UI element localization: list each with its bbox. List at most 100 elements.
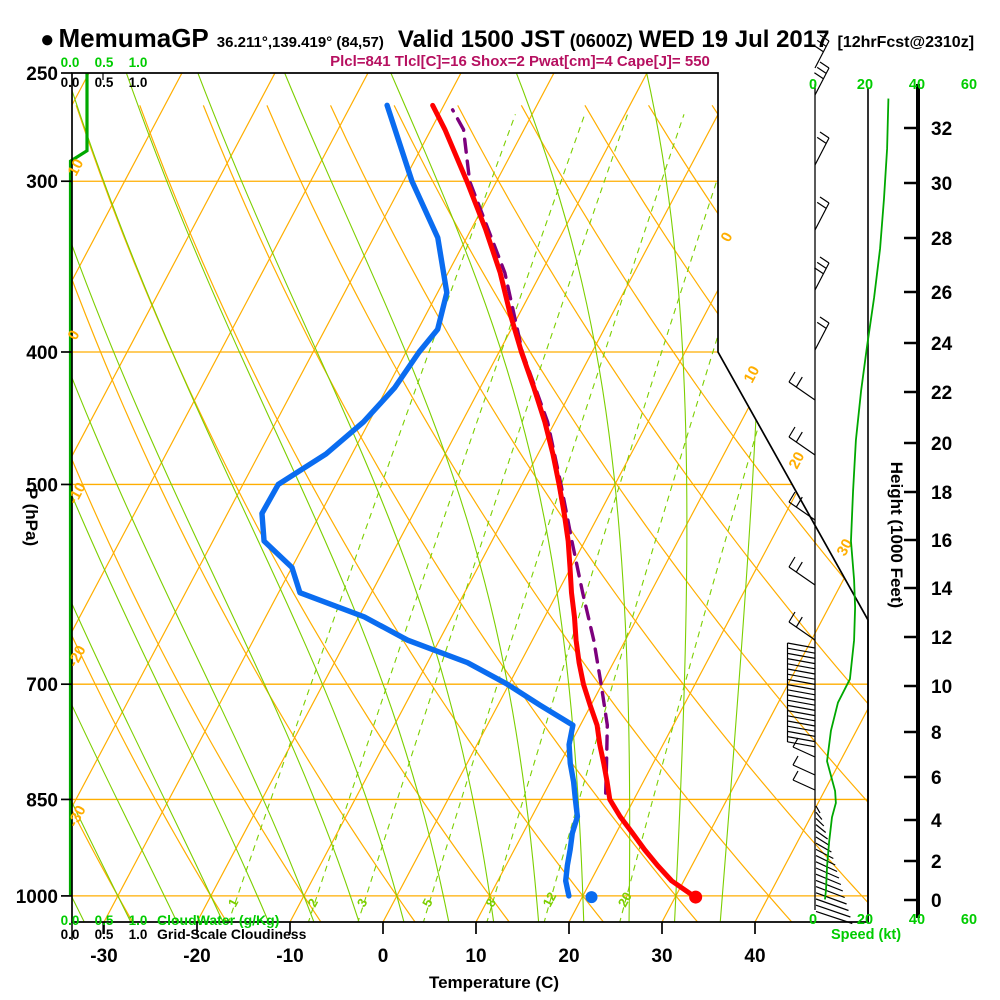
mixing-ratio-line — [422, 114, 685, 922]
barb-feather — [816, 39, 827, 47]
page-title: ● MemumaGP 36.211°,139.419° (84,57) Valid 1… — [40, 23, 974, 53]
temperature-tick-label: 20 — [558, 946, 579, 967]
dense-barb-line — [815, 886, 845, 899]
cloudiness-scale-bottom-tick: 0.5 — [95, 927, 114, 942]
wind-barb — [814, 137, 830, 166]
title-zulu: (0600Z) — [570, 31, 633, 51]
dense-barb-line — [787, 658, 816, 665]
dry-adiabat — [202, 105, 700, 922]
cloudwater-scale-top: 0.0 0.5 1.0 — [61, 55, 148, 70]
temperature-tick-label: 30 — [651, 946, 672, 967]
wind-barb — [814, 202, 830, 231]
dense-barb-line — [815, 910, 853, 925]
height-tick-label: 0 — [931, 891, 942, 912]
pressure-axis: 250 300 400 500 700 850 1000 P (hPa) — [16, 64, 104, 940]
title-date: WED 19 Jul 2017 — [639, 26, 830, 53]
dense-barb-line — [787, 720, 816, 727]
dense-barb-line — [787, 699, 816, 706]
dense-barb-line — [787, 684, 816, 691]
barb-feather — [819, 316, 830, 324]
temperature-tick-label: 10 — [465, 946, 486, 967]
barb-feather — [814, 72, 824, 80]
temperature-curve — [430, 102, 697, 899]
barb-feather — [788, 426, 796, 438]
isotherm — [289, 73, 745, 922]
height-axis-title: Height (1000 Feet) — [887, 462, 906, 608]
moist-adiabat — [72, 73, 316, 922]
pressure-tick-label: 700 — [26, 675, 58, 696]
height-tick-label: 30 — [931, 174, 952, 195]
dense-barb-line — [815, 848, 834, 860]
dry-adiabat — [139, 105, 606, 922]
wind-barb — [792, 779, 816, 791]
dense-barb-line — [787, 673, 816, 680]
wind-barb — [788, 566, 816, 586]
dewpoint-curve — [259, 102, 581, 899]
isotherm-label-right: 20 — [786, 449, 809, 472]
dense-barb-line — [815, 898, 849, 912]
height-tick-label: 22 — [931, 383, 952, 404]
mixing-ratio-line — [356, 114, 629, 922]
temperature-tick-label: -10 — [276, 946, 303, 967]
dense-barb-line — [815, 892, 847, 905]
mixing-ratio-line — [307, 114, 586, 922]
barb-feather — [792, 737, 799, 748]
mixing-ratio-label: 20 — [615, 890, 635, 910]
wind-barb — [788, 436, 816, 456]
wind-barb — [814, 40, 830, 69]
dense-barb-line — [787, 704, 816, 711]
temperature-tick-label: 0 — [378, 946, 389, 967]
dry-adiabat — [72, 105, 229, 922]
mixing-ratio-line — [543, 114, 788, 922]
wind-barbs — [786, 34, 853, 925]
cloudwater-scale-top-tick: 0.5 — [95, 55, 114, 70]
dense-barb-line — [787, 668, 816, 675]
cloudiness-axis-title: Grid-Scale Cloudiness — [157, 926, 307, 942]
barb-feather — [795, 561, 803, 573]
dense-barb-line — [787, 642, 816, 649]
isotherm-label-right: 10 — [741, 363, 764, 386]
moist-adiabat — [72, 73, 225, 922]
temperature-tick-label: 40 — [744, 946, 765, 967]
cloudiness-scale-bottom-tick: 1.0 — [129, 927, 148, 942]
cloudwater-scale-top-tick: 1.0 — [129, 55, 148, 70]
barb-feather — [814, 267, 824, 275]
barb-feather — [814, 45, 824, 53]
dense-barb-line — [815, 836, 830, 847]
barb-feather — [788, 491, 796, 503]
isotherm — [72, 73, 280, 922]
dry-adiabat — [520, 105, 868, 922]
barb-feather — [819, 196, 830, 204]
cloudwater-scale-bottom-tick: 1.0 — [129, 913, 148, 928]
barb-feather — [795, 431, 803, 443]
dense-barb-line — [815, 879, 844, 892]
title-station: MemumaGP — [59, 23, 209, 53]
pressure-axis-title: P (hPa) — [22, 488, 41, 546]
isotherm — [196, 73, 652, 922]
pressure-tick-label: 500 — [26, 475, 58, 496]
height-tick-label: 26 — [931, 283, 952, 304]
moist-adiabat — [388, 73, 585, 922]
isotherm — [72, 73, 187, 922]
dry-adiabat — [72, 105, 135, 922]
barb-feather — [795, 376, 803, 388]
cloudiness-scale-top-tick: 0.5 — [95, 75, 114, 90]
isotherm — [103, 73, 559, 922]
dense-barb-line — [787, 715, 816, 722]
moist-adiabat — [196, 73, 495, 922]
height-tick-label: 16 — [931, 531, 952, 552]
height-tick-label: 32 — [931, 119, 952, 140]
moist-adiabats — [72, 73, 763, 922]
height-tick-label: 24 — [931, 334, 953, 355]
cloudwater-scale-bottom-tick: 0.0 — [61, 913, 80, 928]
speed-tick-bottom: 0 — [809, 912, 817, 928]
dense-barb-line — [787, 694, 816, 701]
wind-barb — [814, 322, 830, 351]
dense-barb-line — [815, 817, 825, 827]
cloudiness-scale-bottom-tick: 0.0 — [61, 927, 80, 942]
moist-adiabat — [72, 73, 406, 922]
dense-barb-line — [787, 725, 816, 732]
